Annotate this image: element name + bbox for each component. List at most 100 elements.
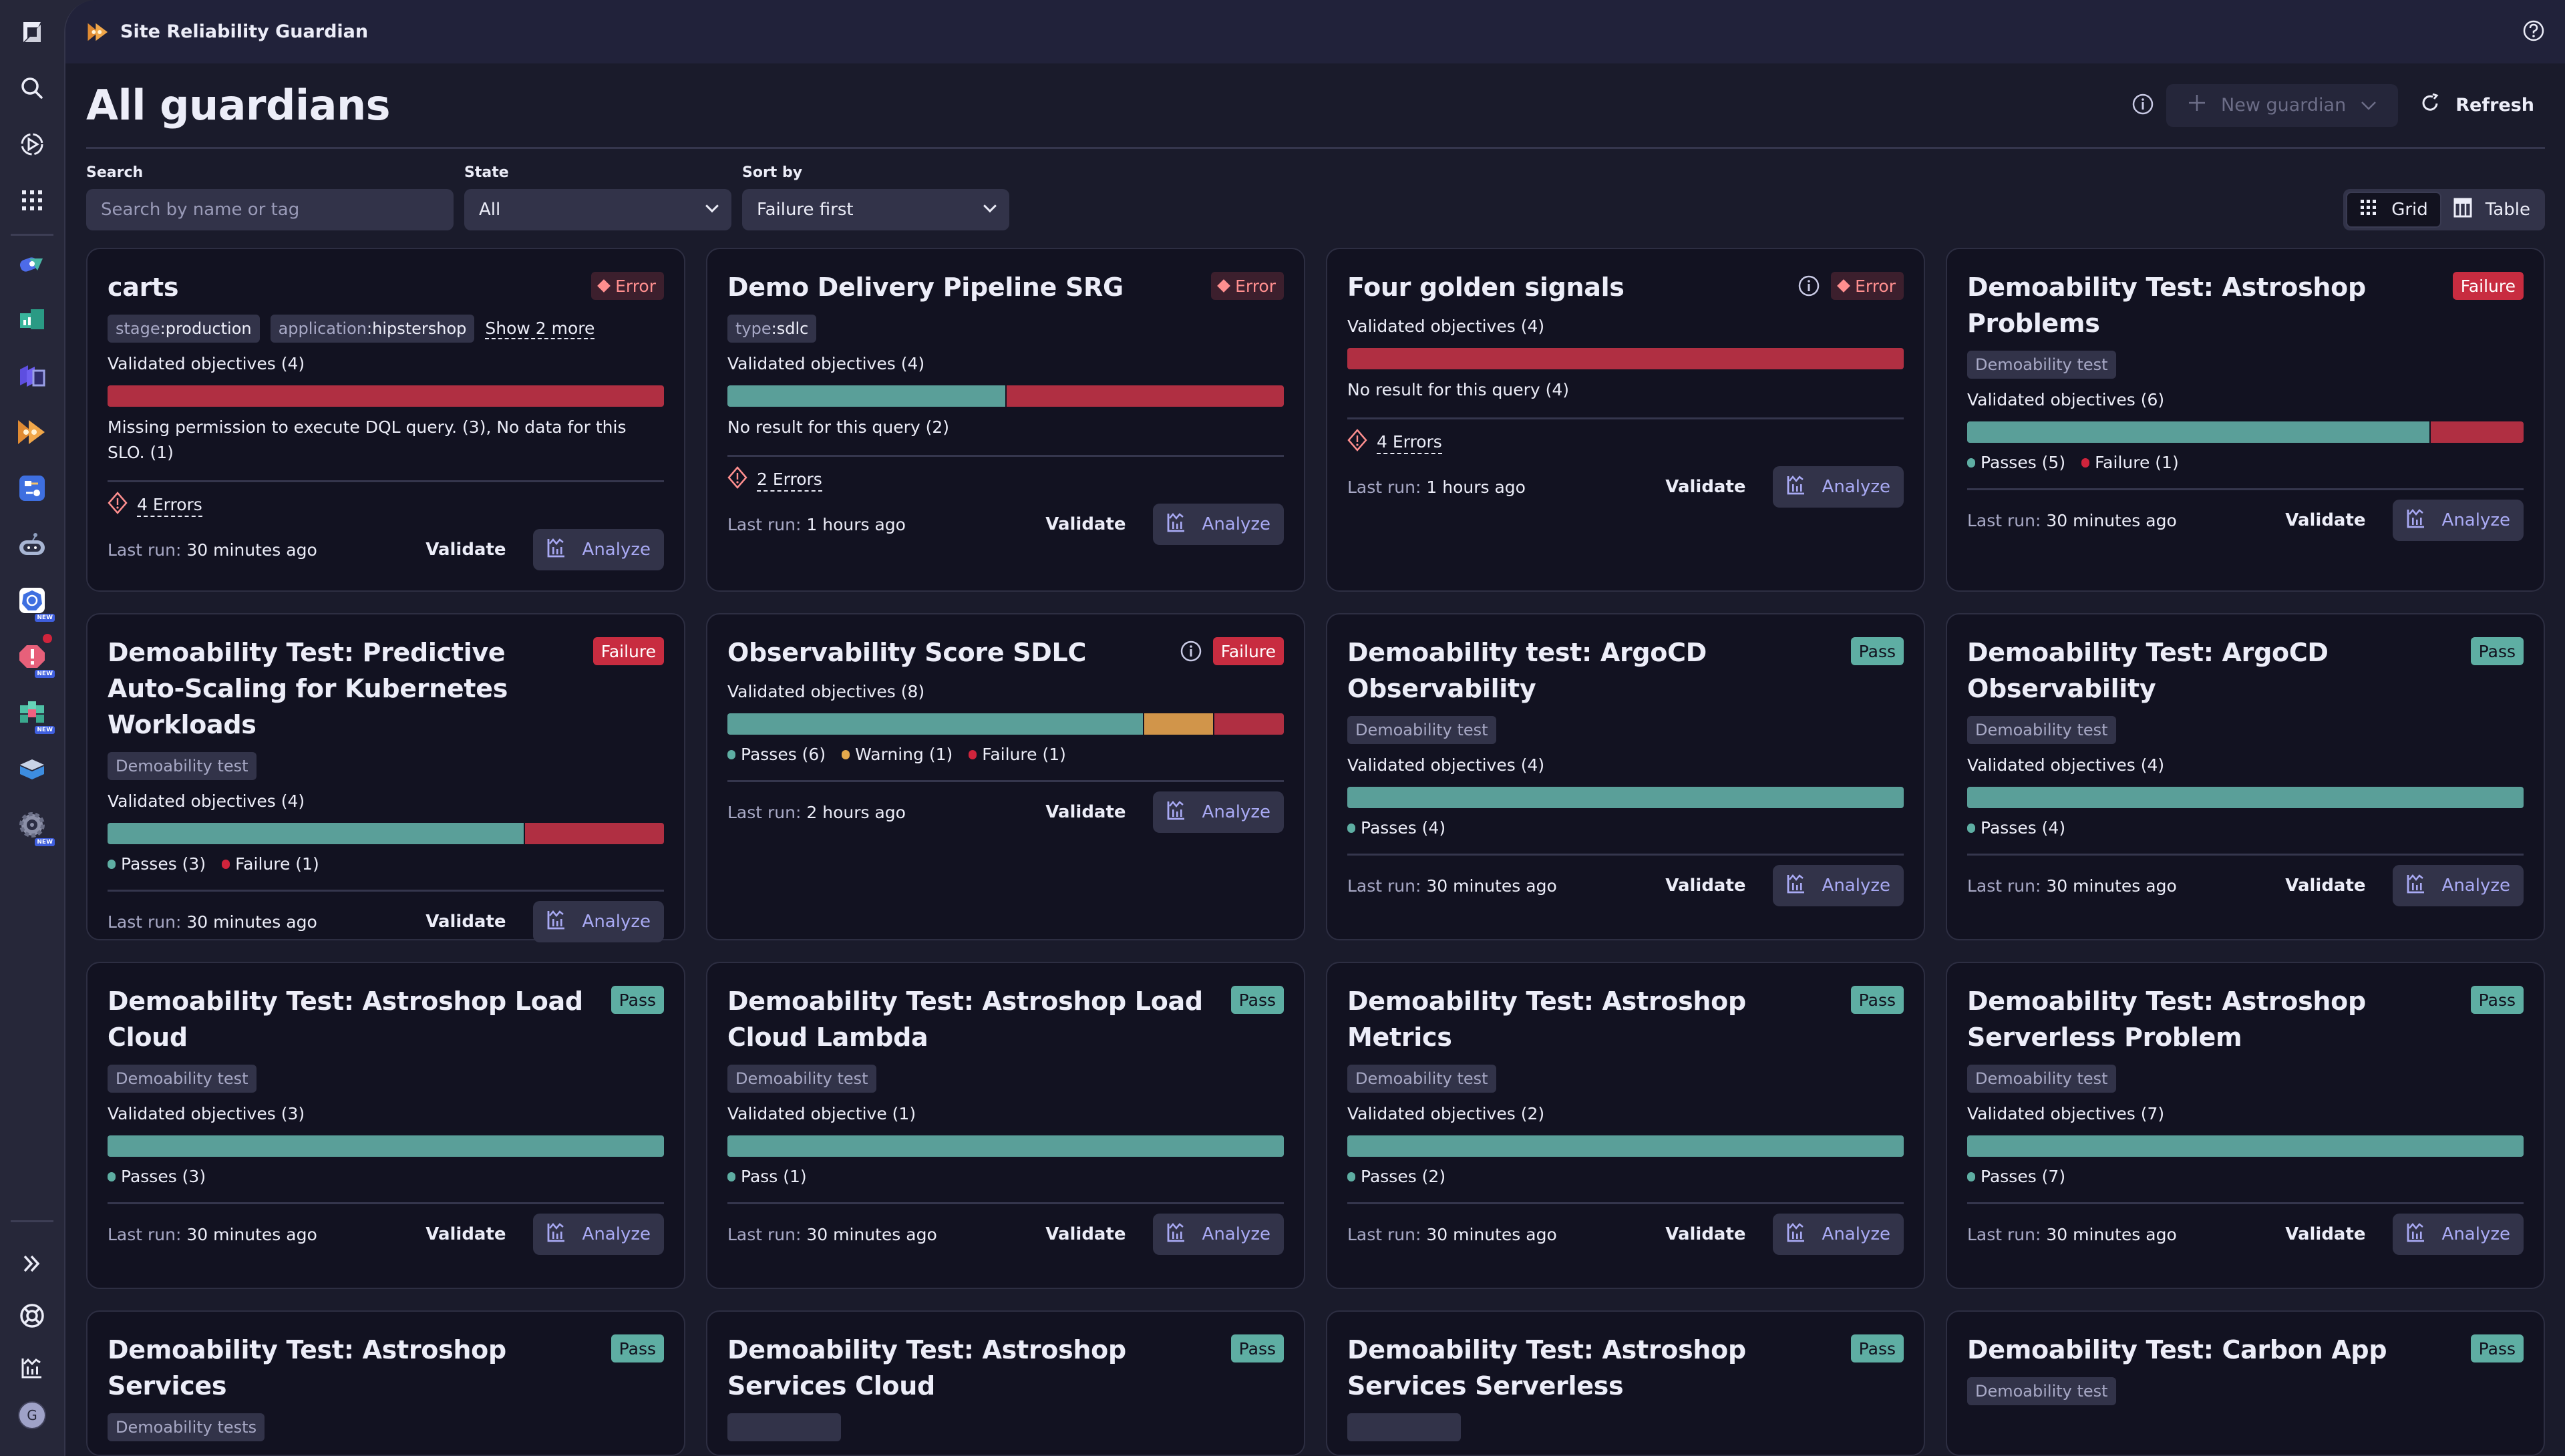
info-icon[interactable] <box>2131 93 2154 118</box>
errors-link[interactable]: 4 Errors <box>137 494 202 517</box>
validate-button[interactable]: Validate <box>425 912 506 932</box>
analyze-button[interactable]: Analyze <box>1772 1214 1904 1255</box>
guardian-card[interactable]: Demoability Test: ArgoCD Observability Pa… <box>1946 613 2545 940</box>
guardian-card[interactable]: Observability Score SDLC Failure Validated… <box>706 613 1305 940</box>
validate-button[interactable]: Validate <box>1045 514 1126 534</box>
card-title[interactable]: Demoability Test: Astroshop Services <box>108 1335 506 1401</box>
card-title[interactable]: carts <box>108 272 179 302</box>
app-icon-2[interactable] <box>13 301 51 339</box>
guardian-card[interactable]: Demoability Test: Predictive Auto-Scalin… <box>86 613 685 942</box>
guardian-card[interactable]: Four golden signals Error Validated object… <box>1326 248 1925 592</box>
info-icon[interactable] <box>1798 275 1820 300</box>
play-circle-icon[interactable] <box>13 126 51 163</box>
guardian-card[interactable]: Demoability Test: Astroshop Services Pass… <box>86 1310 685 1456</box>
analyze-button[interactable]: Analyze <box>1772 466 1904 508</box>
layers-app-icon[interactable] <box>13 750 51 787</box>
card-title[interactable]: Demoability Test: Carbon App <box>1967 1335 2387 1364</box>
tag[interactable]: Demoability test <box>1967 1377 2116 1405</box>
help-icon[interactable] <box>2522 19 2545 45</box>
tag[interactable]: Demoability test <box>1967 351 2116 379</box>
search-icon[interactable] <box>13 69 51 107</box>
validate-button[interactable]: Validate <box>1665 1224 1746 1244</box>
guardian-card[interactable]: Demoability Test: Astroshop Problems Fail… <box>1946 248 2545 592</box>
app-icon-1[interactable] <box>13 245 51 283</box>
tag[interactable]: Demoability test <box>1347 1065 1496 1093</box>
tag[interactable]: Demoability test <box>1967 716 2116 744</box>
validate-button[interactable]: Validate <box>1665 477 1746 497</box>
gear-app-icon[interactable]: NEW <box>13 806 55 846</box>
validate-button[interactable]: Validate <box>1045 1224 1126 1244</box>
robot-app-icon[interactable] <box>13 526 51 563</box>
tag[interactable] <box>727 1413 841 1441</box>
chart-analytics-icon[interactable] <box>13 1349 51 1387</box>
guardian-card[interactable]: Demoability Test: Astroshop Load Cloud L… <box>706 962 1305 1289</box>
card-title[interactable]: Demoability Test: Astroshop Services Clo… <box>727 1335 1126 1401</box>
info-icon[interactable] <box>1180 640 1202 665</box>
guardian-card[interactable]: Demoability test: ArgoCD Observability Pa… <box>1326 613 1925 940</box>
new-guardian-button[interactable]: New guardian <box>2166 83 2399 127</box>
guardian-card[interactable]: Demoability Test: Carbon App Pass Demoabil… <box>1946 1310 2545 1456</box>
tag[interactable]: stage: production <box>108 315 260 343</box>
tag[interactable]: Demoability test <box>108 752 256 780</box>
guardian-card[interactable]: Demoability Test: Astroshop Services Ser… <box>1326 1310 1925 1456</box>
card-title[interactable]: Four golden signals <box>1347 272 1624 302</box>
validate-button[interactable]: Validate <box>425 1224 506 1244</box>
guardian-card[interactable]: carts Error stage: production application: hi… <box>86 248 685 592</box>
cubes-app-icon[interactable]: NEW <box>13 694 55 734</box>
card-title[interactable]: Demoability Test: Astroshop Load Cloud L… <box>727 986 1203 1052</box>
guardian-card[interactable]: Demoability Test: Astroshop Services Clo… <box>706 1310 1305 1456</box>
errors-link[interactable]: 4 Errors <box>1377 431 1442 454</box>
apps-grid-icon[interactable] <box>13 182 51 219</box>
errors-summary[interactable]: 4 Errors <box>1347 429 1904 457</box>
card-title[interactable]: Demoability Test: Astroshop Serverless P… <box>1967 986 2366 1052</box>
guardian-card[interactable]: Demoability Test: Astroshop Metrics Pass D… <box>1326 962 1925 1289</box>
guardian-card[interactable]: Demoability Test: Astroshop Serverless P… <box>1946 962 2545 1289</box>
analyze-button[interactable]: Analyze <box>2392 865 2524 906</box>
card-title[interactable]: Demo Delivery Pipeline SRG <box>727 272 1124 302</box>
validate-button[interactable]: Validate <box>2285 510 2366 530</box>
user-avatar[interactable]: G <box>18 1401 46 1429</box>
sort-select[interactable]: Failure first <box>742 189 1009 230</box>
card-title[interactable]: Demoability Test: Astroshop Load Cloud <box>108 986 583 1052</box>
analyze-button[interactable]: Analyze <box>1152 791 1284 833</box>
validate-button[interactable]: Validate <box>425 540 506 560</box>
table-view-button[interactable]: Table <box>2441 192 2542 228</box>
errors-summary[interactable]: 4 Errors <box>108 492 664 520</box>
support-lifebuoy-icon[interactable] <box>13 1297 51 1334</box>
tag[interactable]: Demoability test <box>727 1065 876 1093</box>
card-title[interactable]: Demoability test: ArgoCD Observability <box>1347 638 1707 703</box>
tag[interactable]: Demoability tests <box>108 1413 265 1441</box>
analyze-button[interactable]: Analyze <box>1772 865 1904 906</box>
show-more-tags-link[interactable]: Show 2 more <box>485 318 595 339</box>
tag[interactable]: Demoability test <box>1347 716 1496 744</box>
refresh-button[interactable]: Refresh <box>2410 84 2545 127</box>
errors-summary[interactable]: 2 Errors <box>727 466 1284 494</box>
srg-app-icon[interactable] <box>13 413 51 451</box>
problems-app-icon[interactable]: NEW <box>13 634 55 678</box>
workflow-app-icon[interactable] <box>13 470 51 507</box>
tag[interactable]: application: hipstershop <box>270 315 475 343</box>
analyze-button[interactable]: Analyze <box>2392 1214 2524 1255</box>
card-title[interactable]: Demoability Test: Predictive Auto-Scalin… <box>108 638 508 739</box>
guardian-card[interactable]: Demoability Test: Astroshop Load Cloud Pa… <box>86 962 685 1289</box>
state-select[interactable]: All <box>464 189 731 230</box>
dynatrace-logo-icon[interactable] <box>13 13 51 51</box>
validate-button[interactable]: Validate <box>2285 1224 2366 1244</box>
kubernetes-app-icon[interactable]: NEW <box>13 582 55 622</box>
expand-sidebar-icon[interactable] <box>13 1245 51 1282</box>
errors-link[interactable]: 2 Errors <box>757 469 822 492</box>
tag[interactable]: type: sdlc <box>727 315 817 343</box>
validate-button[interactable]: Validate <box>1045 802 1126 822</box>
guardian-card[interactable]: Demo Delivery Pipeline SRG Error type: sdlc… <box>706 248 1305 592</box>
card-title[interactable]: Demoability Test: Astroshop Services Ser… <box>1347 1335 1746 1401</box>
validate-button[interactable]: Validate <box>1665 876 1746 896</box>
card-title[interactable]: Demoability Test: Astroshop Problems <box>1967 272 2366 338</box>
analyze-button[interactable]: Analyze <box>1152 1214 1284 1255</box>
card-title[interactable]: Demoability Test: Astroshop Metrics <box>1347 986 1746 1052</box>
search-input[interactable]: Search by name or tag <box>86 189 454 230</box>
grid-view-button[interactable]: Grid <box>2346 192 2441 228</box>
analyze-button[interactable]: Analyze <box>2392 500 2524 541</box>
analyze-button[interactable]: Analyze <box>1152 504 1284 545</box>
tag[interactable]: Demoability test <box>1967 1065 2116 1093</box>
tag[interactable] <box>1347 1413 1461 1441</box>
